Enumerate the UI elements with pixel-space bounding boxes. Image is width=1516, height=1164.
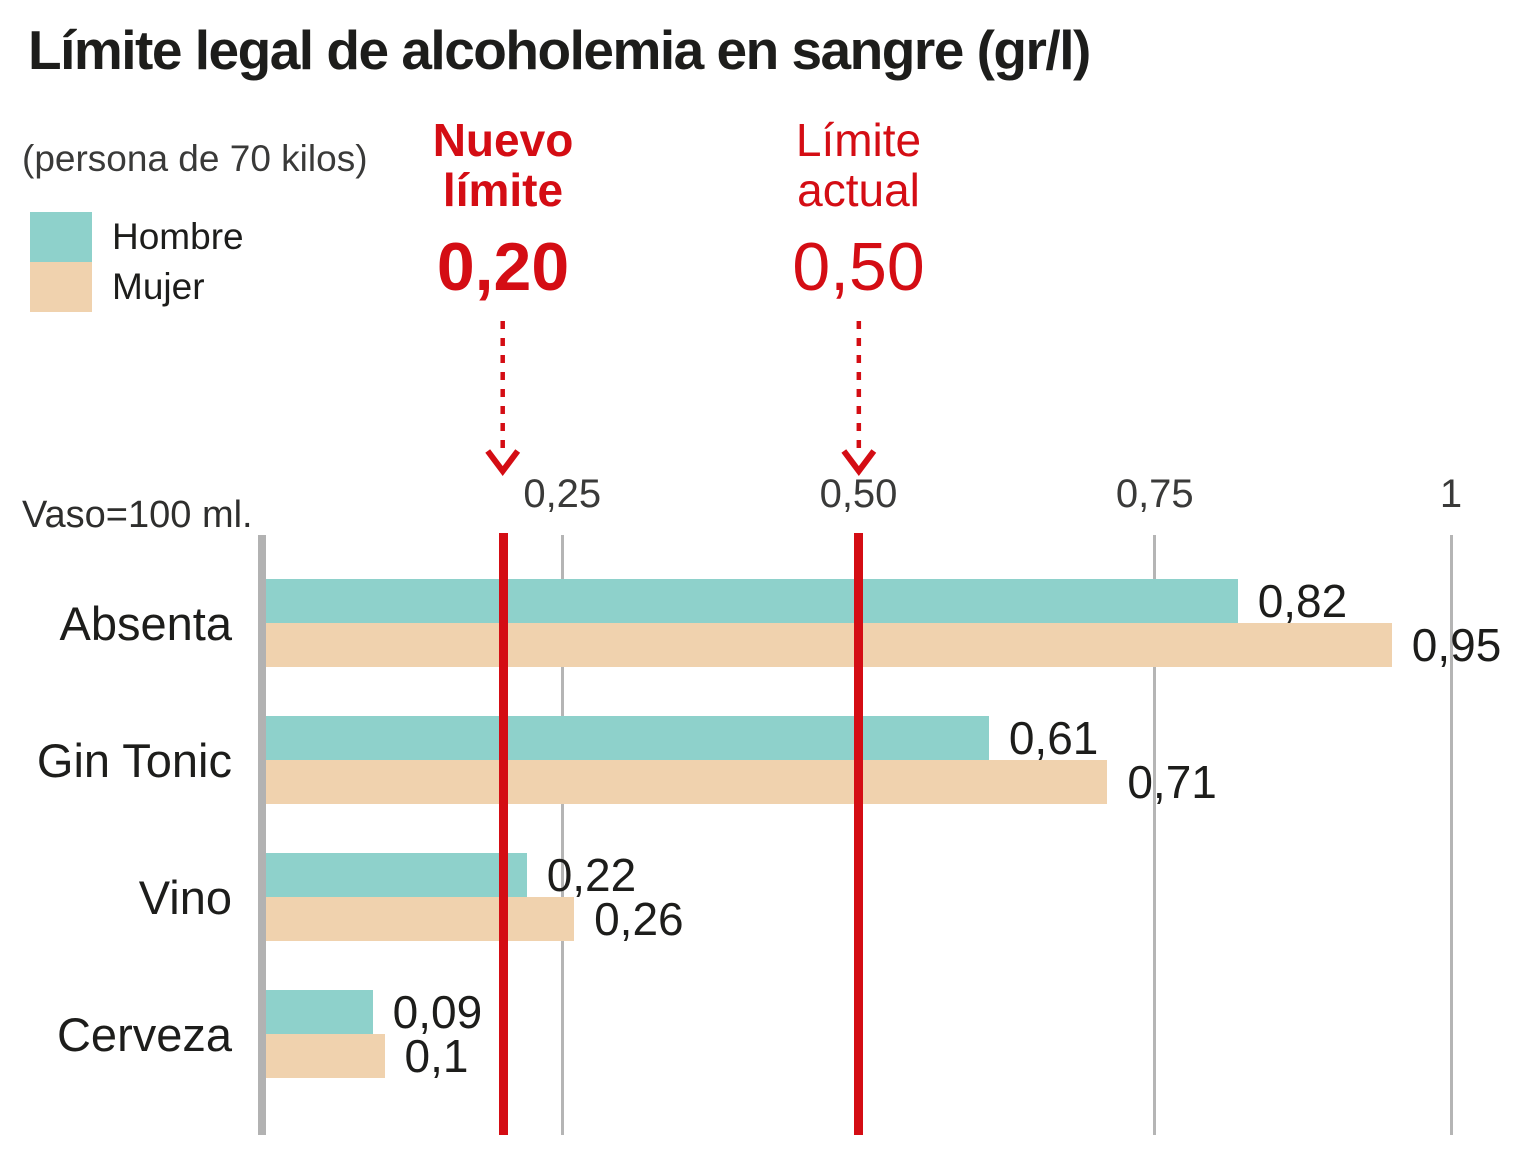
annotation-current-limit-value: 0,50 (792, 229, 925, 306)
bar-value-label: 0,1 (404, 1030, 469, 1082)
annotation-new-limit-title: Nuevo límite (432, 114, 574, 216)
x-tick-label: 0,50 (819, 472, 898, 516)
category-label: Cerveza (56, 1007, 232, 1061)
annotation-current-limit-title: Límite actual (792, 114, 924, 216)
bar-value-label: 0,82 (1257, 575, 1348, 627)
bar-value-label: 0,95 (1411, 619, 1502, 671)
down-arrow-icon (485, 320, 521, 476)
bar-value-label: 0,61 (1008, 712, 1099, 764)
x-gridline (1449, 535, 1453, 1135)
bar-mujer (266, 623, 1392, 667)
annotation-text: límite (442, 163, 564, 216)
category-label: Vino (138, 870, 232, 924)
category-label: Gin Tonic (36, 733, 232, 787)
reference-line-current-limit (854, 533, 863, 1135)
bar-hombre (266, 990, 373, 1034)
y-axis-baseline (258, 535, 266, 1135)
bar-value-label: 0,71 (1127, 756, 1217, 808)
x-gridline (1153, 535, 1157, 1135)
bar-value-label: 0,09 (392, 986, 483, 1038)
bar-value-label: 0,22 (546, 849, 637, 901)
annotation-current-limit: Límite actual 0,50 (792, 114, 925, 477)
category-label: Absenta (59, 596, 232, 650)
annotation-new-limit-value: 0,20 (436, 229, 570, 306)
x-tick-label: 0,75 (1115, 472, 1194, 516)
bar-hombre (266, 716, 989, 760)
hombre-color-swatch (30, 212, 92, 262)
page-title: Límite legal de alcoholemia en sangre (g… (28, 19, 1091, 81)
annotation-text: actual (797, 163, 920, 216)
legend-label-mujer: Mujer (112, 266, 205, 307)
annotation-text: Límite (795, 114, 922, 166)
x-tick-label: 0,25 (523, 472, 602, 516)
bar-hombre (266, 579, 1238, 623)
bar-mujer (266, 1034, 385, 1078)
annotation-new-limit: Nuevo límite 0,20 (432, 114, 574, 477)
bar-hombre (266, 853, 527, 897)
mujer-color-swatch (30, 262, 92, 312)
bar-mujer (266, 760, 1108, 804)
legend-note: (persona de 70 kilos) (22, 138, 368, 179)
reference-line-new-limit (498, 533, 508, 1135)
legend-label-hombre: Hombre (112, 216, 244, 257)
bar-value-label: 0,26 (594, 893, 684, 945)
down-arrow-icon (841, 320, 876, 476)
bar-mujer (266, 897, 575, 941)
annotation-text: Nuevo (432, 114, 574, 166)
x-gridline (560, 535, 564, 1135)
axis-note: Vaso=100 ml. (22, 494, 253, 536)
x-tick-label: 1 (1439, 472, 1463, 516)
